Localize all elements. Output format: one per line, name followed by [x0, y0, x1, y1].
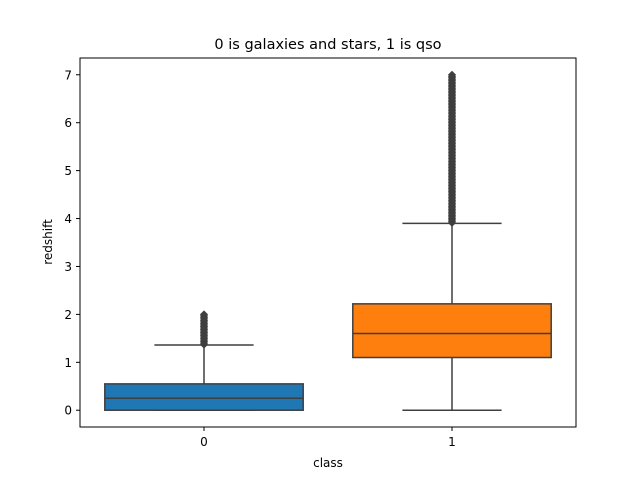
outlier-marker-class-1: [447, 70, 457, 79]
plot-area: 0 1 2 3 4 5 6 7 0 1: [64, 57, 577, 449]
y-tick-label: 5: [64, 164, 72, 178]
x-axis-label: class: [313, 456, 343, 470]
y-tick-label: 0: [64, 404, 72, 418]
box-class-0: [104, 383, 304, 411]
y-tick-label: 6: [64, 116, 72, 130]
y-tick-label: 4: [64, 212, 72, 226]
axes-frame: [79, 57, 577, 428]
y-tick-label: 2: [64, 308, 72, 322]
y-tick-label: 1: [64, 356, 72, 370]
y-axis-label: redshift: [41, 219, 55, 265]
y-tick-label: 7: [64, 68, 72, 82]
chart-title: 0 is galaxies and stars, 1 is qso: [214, 37, 441, 53]
y-tick-label: 3: [64, 260, 72, 274]
outlier-marker-class-0: [199, 310, 209, 319]
box-class-1: [352, 303, 552, 359]
x-tick-label: 0: [200, 435, 208, 449]
x-tick-label: 1: [448, 435, 456, 449]
